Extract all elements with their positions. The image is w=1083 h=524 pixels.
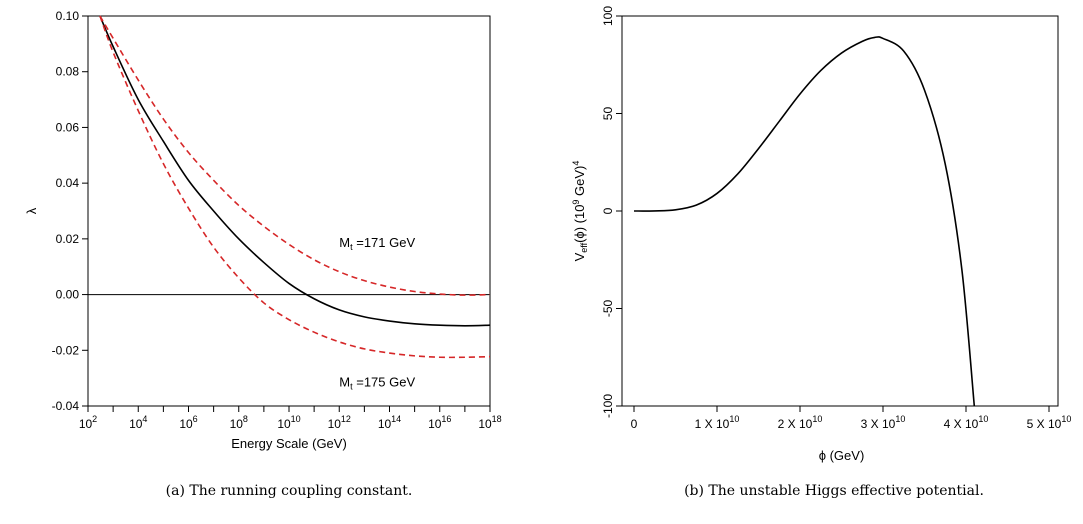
x-tick-label: 108 xyxy=(230,414,248,431)
chart-a-y-axis-label: λ xyxy=(24,207,39,214)
chart-b: 100 50 0 -50 -100 0 1 X 1010 2 X 1010 3 X 1010 4… xyxy=(571,6,1071,499)
y-tick-label: 0.06 xyxy=(56,120,80,134)
y-tick-label: 0.10 xyxy=(56,9,80,23)
chart-b-frame xyxy=(621,15,1059,407)
chart-a-x-axis-label: Energy Scale (GeV) xyxy=(231,436,347,451)
x-tick-label: 1014 xyxy=(378,414,401,431)
series-line-2 xyxy=(99,15,491,359)
y-tick-label: 0.00 xyxy=(56,288,80,302)
ylabel-phi: (ϕ) (10 xyxy=(572,205,587,243)
ylabel-exp4: 4 xyxy=(571,161,581,166)
y-tick-label: -50 xyxy=(601,300,615,318)
chart-a-frame xyxy=(87,15,491,407)
y-tick-label: 0.02 xyxy=(56,232,80,246)
y-tick-label: 100 xyxy=(601,6,615,26)
chart-b-x-axis-label: ϕ (GeV) xyxy=(819,448,865,463)
x-tick-label: 1 X 1010 xyxy=(695,414,740,431)
ylabel-v: V xyxy=(572,252,587,261)
chart-b-y-axis: 100 50 0 -50 -100 xyxy=(601,6,622,418)
x-tick-label: 1012 xyxy=(328,414,351,431)
x-tick-label: 4 X 1010 xyxy=(944,414,989,431)
x-tick-label: 104 xyxy=(129,414,147,431)
x-tick-label: 106 xyxy=(179,414,197,431)
y-tick-label: -100 xyxy=(601,394,615,418)
series-line-0 xyxy=(99,15,491,327)
y-tick-label: -0.04 xyxy=(52,399,80,413)
chart-a-x-axis: 102 104 106 108 1010 1012 1014 1016 1018 xyxy=(79,406,502,431)
chart-a-annotations: Mt =171 GeV Mt =175 GeV xyxy=(339,235,415,391)
x-tick-label: 3 X 1010 xyxy=(861,414,906,431)
chart-a-series xyxy=(99,15,491,359)
y-tick-label: 0.04 xyxy=(56,176,80,190)
x-tick-label: 102 xyxy=(79,414,97,431)
chart-b-x-axis: 0 1 X 1010 2 X 1010 3 X 1010 4 X 1010 5 X 101… xyxy=(631,406,1072,431)
x-tick-label: 1010 xyxy=(277,414,300,431)
y-tick-label: 50 xyxy=(601,107,615,121)
ylabel-gev: GeV) xyxy=(572,166,587,200)
y-tick-label: -0.02 xyxy=(52,343,80,357)
annotation-1: Mt =175 GeV xyxy=(339,375,415,392)
x-tick-label: 0 xyxy=(631,417,638,431)
chart-b-series xyxy=(633,36,976,407)
chart-b-y-axis-label: Veff(ϕ) (109 GeV)4 xyxy=(571,161,589,262)
series-line-1 xyxy=(99,15,491,296)
x-tick-label: 1016 xyxy=(428,414,451,431)
y-tick-label: 0 xyxy=(601,207,615,214)
x-tick-label: 5 X 1010 xyxy=(1027,414,1072,431)
x-tick-label: 1018 xyxy=(478,414,501,431)
chart-a: 0.100.080.060.040.020.00-0.02-0.04 102 10… xyxy=(24,9,502,499)
series-line-0 xyxy=(633,36,976,407)
chart-b-caption: (b) The unstable Higgs effective potenti… xyxy=(684,483,984,499)
y-tick-label: 0.08 xyxy=(56,65,80,79)
ylabel-eff: eff xyxy=(579,242,589,252)
annotation-0: Mt =171 GeV xyxy=(339,235,415,252)
ylabel-exp9: 9 xyxy=(571,200,581,205)
chart-a-y-axis: 0.10 0.08 0.06 0.04 0.02 0.00 -0.02 -0.04 xyxy=(52,9,88,413)
x-tick-label: 2 X 1010 xyxy=(778,414,823,431)
chart-a-caption: (a) The running coupling constant. xyxy=(166,483,413,499)
